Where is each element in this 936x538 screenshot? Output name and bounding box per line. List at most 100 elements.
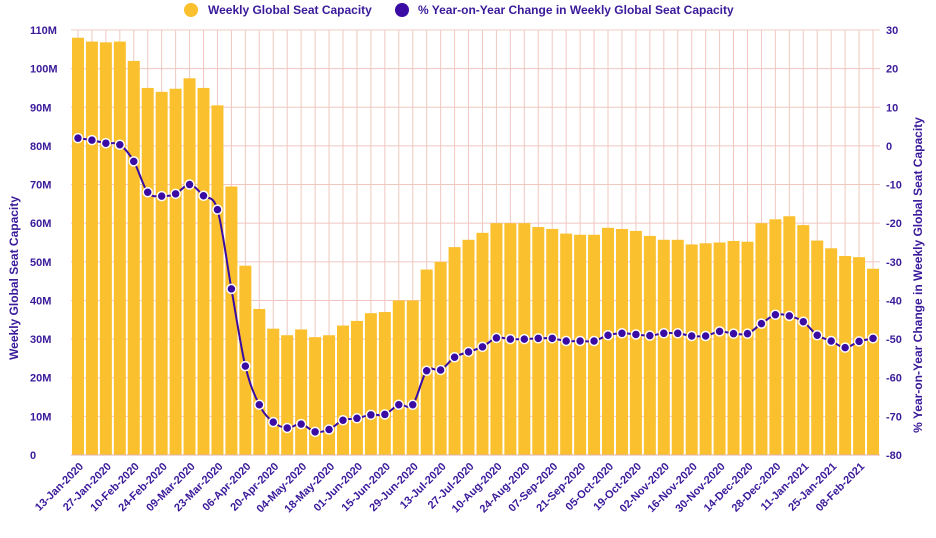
bar [323,335,336,455]
line-point [379,409,391,420]
y-right-tick-label: 30 [886,25,898,37]
line-point [128,156,140,167]
bar [602,227,615,455]
bar [295,329,308,455]
line-point [770,309,781,320]
bar [797,225,810,455]
line-point [505,333,516,345]
bar [336,325,349,455]
line-point [309,426,321,438]
y-left-tick-label: 90M [30,102,51,114]
line-point [365,409,377,421]
line-point [281,422,293,434]
bar [281,335,294,455]
y-right-tick-label: -80 [886,450,902,462]
y-left-tick-label: 50M [30,257,51,269]
y-right-tick-label: 0 [886,141,892,153]
line-point [853,336,865,347]
y-axis-right-title: % Year-on-Year Change in Weekly Global S… [911,117,925,433]
bar [253,308,266,455]
bar [378,312,391,455]
y-right-tick-label: -70 [886,411,902,423]
y-right-tick-label: -10 [886,180,902,192]
y-right-tick-label: -50 [886,334,902,346]
line-point [421,365,432,377]
bar [699,243,712,455]
bar [629,230,642,455]
line-point [156,190,167,202]
line-point [714,326,725,337]
line-point [226,283,237,295]
line-point [449,352,460,363]
y-left-tick-label: 20M [30,373,51,385]
y-left-tick-label: 30M [30,334,51,346]
bar [741,241,754,455]
y-left-tick-label: 80M [30,141,51,153]
yoy-line [77,137,874,434]
bar [839,256,852,455]
bar [685,244,698,455]
line-point [184,179,195,190]
bar [71,37,84,456]
line-point [728,328,739,339]
legend: Weekly Global Seat Capacity % Year-on-Ye… [184,3,734,17]
y-left-tick-label: 40M [30,295,51,307]
line-point [268,416,279,428]
line-point [560,335,572,347]
y-left-tick-label: 10M [30,411,51,423]
line-point [602,329,614,341]
line-point [170,188,181,200]
legend-marker-seat-capacity [184,3,198,17]
line-point [393,399,405,411]
y-right-tick-label: -30 [886,257,902,269]
y-right-tick-label: -40 [886,295,902,307]
line-point [644,330,656,341]
bar [448,247,461,455]
line-point [867,333,879,344]
line-point [756,318,767,329]
line-point [839,342,851,353]
bar [169,88,182,456]
line-point [86,134,98,146]
line-point [254,399,265,411]
line-point [672,328,683,339]
legend-marker-yoy-change [395,3,409,17]
line-point [825,335,837,347]
line-point [435,364,446,376]
line-point [630,329,642,340]
bar [853,257,866,455]
y-right-tick-label: 10 [886,102,898,114]
bar [657,239,670,455]
line-point [463,346,474,358]
line-point [616,328,628,339]
bar [239,265,252,455]
line-point [533,333,544,344]
bar [406,300,419,455]
bar [755,223,768,455]
bar [769,219,782,455]
y-left-tick-label: 100M [30,64,58,76]
line-point [240,360,251,372]
line-series [72,132,879,438]
line-point [100,137,112,149]
bar [615,228,628,455]
y-left-tick-label: 60M [30,218,51,230]
bar [434,261,447,455]
y-right-tick-label: 20 [886,64,898,76]
bar [671,239,684,455]
y-left-tick-label: 110M [30,25,57,37]
line-point [295,418,307,430]
y-right-tick-label: -60 [886,373,902,385]
y-left-tick-label: 0 [30,450,36,462]
bar [364,313,377,455]
bar [713,242,726,455]
line-point [198,190,209,201]
line-point [477,341,488,353]
line-point [784,310,795,322]
bar [267,328,280,455]
line-point [546,333,558,344]
bar [225,186,238,455]
line-point [588,335,600,347]
bar [643,235,656,455]
